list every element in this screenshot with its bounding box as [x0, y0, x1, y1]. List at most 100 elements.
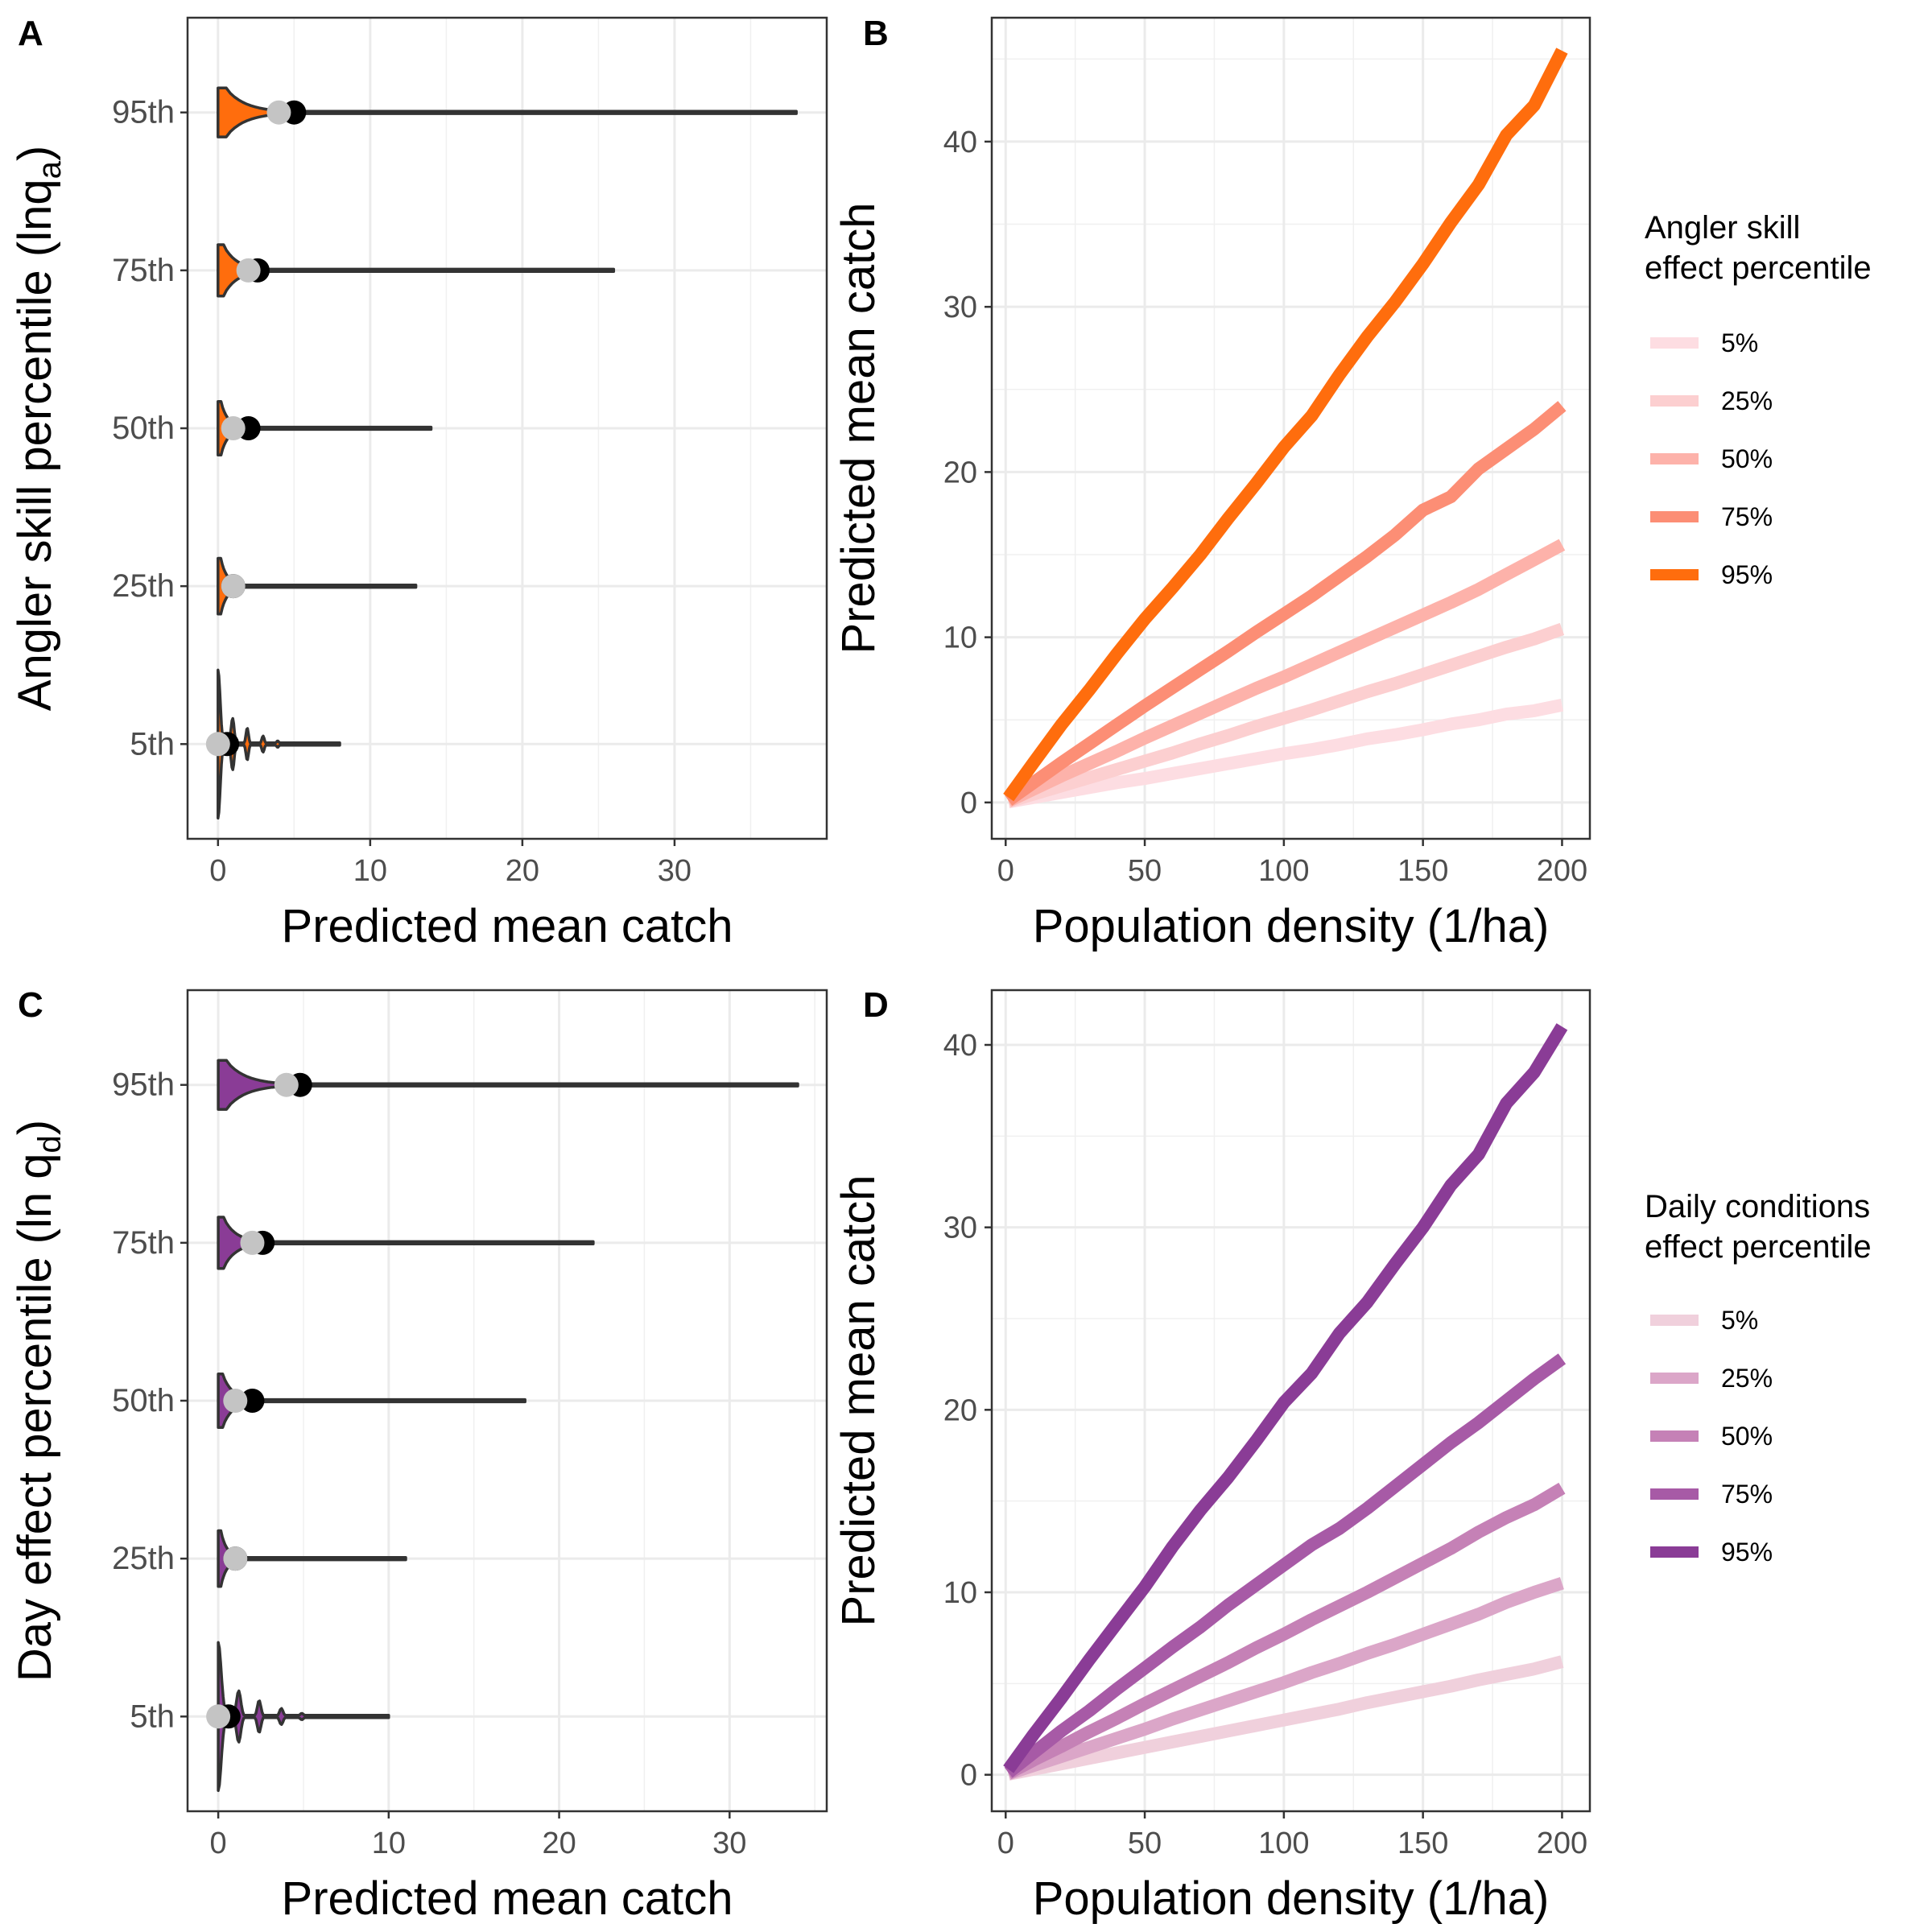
y-tick-label: 30: [943, 1212, 977, 1245]
violin-75th: [217, 1216, 595, 1270]
violin-50th: [217, 1373, 526, 1430]
violin-95th: [217, 1059, 799, 1111]
y-tick-label: 10: [943, 621, 977, 655]
y-tick-label: 10: [943, 1576, 977, 1610]
legend-label: 95%: [1721, 1538, 1773, 1567]
x-tick-label: 10: [372, 1827, 406, 1860]
panel-letter-d: D: [863, 985, 889, 1025]
series-line-25%: [1006, 1577, 1564, 1781]
y-tick-label: 25th: [112, 568, 175, 604]
y-axis-title-main: Day effect percentile (ln q: [9, 1153, 61, 1682]
x-tick-label: 0: [209, 854, 226, 888]
y-axis-title-main: Predicted mean catch: [832, 203, 885, 654]
y-axis-title-close: ): [9, 146, 61, 161]
y-tick-label: 40: [943, 126, 977, 159]
panel-letter-c: C: [18, 985, 43, 1025]
x-tick-label: 200: [1537, 1827, 1587, 1860]
violin-5th: [217, 1641, 390, 1793]
violin-75th: [217, 243, 616, 298]
median-point: [266, 100, 291, 125]
series-line-50%: [1005, 539, 1566, 807]
x-tick-label: 0: [997, 1827, 1014, 1860]
x-axis-title: Population density (1/ha): [1033, 1872, 1550, 1925]
y-tick-label: 30: [943, 291, 977, 324]
x-tick-label: 10: [353, 854, 387, 888]
legend: Daily conditions effect percentile 5% 25% 50…: [1645, 1189, 1872, 1567]
x-tick-label: 200: [1537, 854, 1587, 888]
legend-title: effect percentile: [1645, 250, 1872, 286]
x-tick-label: 150: [1397, 1827, 1448, 1860]
panel-a: 5th 25th 50th 75th 95th 0 10 20 30 Predicted mean…: [9, 16, 828, 952]
median-point: [221, 416, 246, 440]
series-line-25%: [1006, 622, 1565, 808]
median-point: [236, 258, 261, 283]
y-tick-label: 20: [943, 456, 977, 489]
median-point: [223, 1546, 248, 1571]
plot-border: [990, 16, 1591, 840]
y-axis-title: Predicted mean catch: [832, 1175, 885, 1627]
y-axis-title-subscript: d: [32, 1135, 68, 1153]
series-line-75%: [1005, 401, 1567, 806]
legend-label: 75%: [1721, 502, 1773, 531]
plot-border: [186, 16, 828, 840]
x-tick-label: 50: [1128, 854, 1162, 888]
legend-label: 5%: [1721, 328, 1758, 357]
violin-5th: [217, 668, 341, 820]
x-axis-title: Population density (1/ha): [1033, 900, 1550, 952]
y-tick-label: 95th: [112, 95, 175, 130]
plot-border: [990, 989, 1591, 1813]
y-axis-title: Day effect percentile (ln qd): [9, 1120, 68, 1682]
y-tick-label: 95th: [112, 1067, 175, 1103]
violin-25th: [217, 1529, 407, 1588]
panel-letter-b: B: [863, 14, 889, 53]
legend-title: Angler skill: [1645, 210, 1800, 246]
plot-border: [186, 989, 828, 1813]
y-axis-title: Predicted mean catch: [832, 203, 885, 654]
legend: Angler skill effect percentile 5% 25% 50% 75%…: [1645, 210, 1872, 589]
series-line-95%: [1003, 47, 1568, 802]
panel-c: 5th 25th 50th 75th 95th 0 10 20 30 Predicted mean…: [9, 989, 828, 1925]
x-tick-label: 20: [506, 854, 539, 888]
legend-label: 95%: [1721, 560, 1773, 589]
legend-label: 75%: [1721, 1480, 1773, 1509]
y-tick-label: 75th: [112, 1225, 175, 1261]
series-line-50%: [1005, 1482, 1566, 1779]
median-point: [274, 1072, 299, 1097]
x-axis-title: Predicted mean catch: [282, 900, 733, 952]
y-tick-label: 20: [943, 1393, 977, 1427]
x-tick-label: 50: [1128, 1827, 1162, 1860]
violin-25th: [217, 556, 418, 616]
median-point: [240, 1230, 265, 1255]
median-point: [206, 1704, 231, 1729]
series-line-5%: [1007, 698, 1564, 809]
panels: 5th 25th 50th 75th 95th 0 10 20 30 Predicted mean…: [9, 16, 1872, 1925]
y-axis-title: Angler skill percentile (lnqa): [9, 146, 68, 711]
x-tick-label: 0: [997, 854, 1014, 888]
x-tick-label: 20: [542, 1827, 576, 1860]
y-axis-title-close: ): [9, 1120, 61, 1135]
legend-label: 50%: [1721, 444, 1773, 473]
series-line-95%: [1003, 1023, 1568, 1773]
y-tick-label: 75th: [112, 253, 175, 288]
y-tick-label: 50th: [112, 411, 175, 446]
legend-label: 25%: [1721, 1364, 1773, 1393]
x-tick-label: 100: [1258, 854, 1309, 888]
legend-label: 5%: [1721, 1306, 1758, 1335]
violin-50th: [217, 400, 433, 457]
panel-b: 0 10 20 30 40 Angler skill effect percentile 5%…: [832, 16, 1872, 952]
legend-label: 50%: [1721, 1422, 1773, 1451]
x-tick-label: 150: [1397, 854, 1448, 888]
mean-point: [240, 1389, 265, 1413]
y-axis-title-main: Predicted mean catch: [832, 1175, 885, 1627]
median-point: [205, 732, 230, 757]
panel-d: 0 10 20 30 40 Daily conditions effect percenti…: [832, 989, 1872, 1925]
y-tick-label: 5th: [130, 1699, 175, 1734]
y-tick-label: 50th: [112, 1383, 175, 1418]
y-tick-label: 0: [960, 1759, 977, 1793]
panel-letter-a: A: [18, 14, 43, 53]
legend-title: Daily conditions: [1645, 1189, 1870, 1224]
y-axis-title-main: Angler skill percentile (lnq: [9, 179, 61, 711]
y-tick-label: 25th: [112, 1541, 175, 1576]
y-tick-label: 5th: [130, 726, 175, 762]
